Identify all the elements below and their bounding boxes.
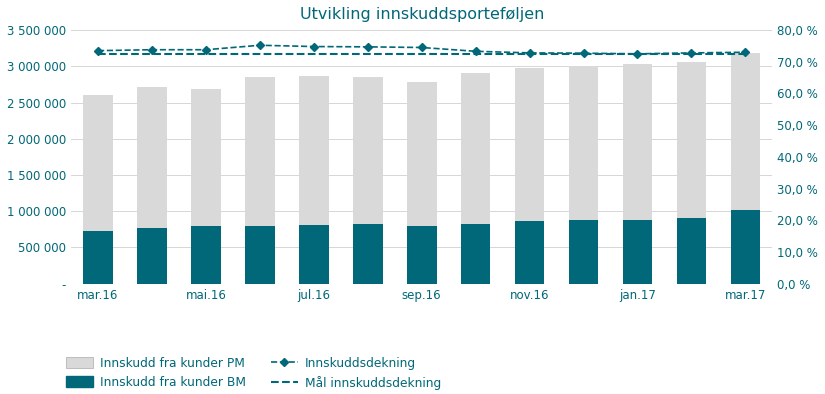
Innskuddsdekning (147, 47, 157, 52)
Title: Utvikling innskuddsporteføljen: Utvikling innskuddsporteføljen (299, 7, 544, 22)
Legend: Innskudd fra kunder PM, Innskudd fra kunder BM, Innskuddsdekning, Mål innskuddsd: Innskudd fra kunder PM, Innskudd fra kun… (66, 357, 441, 390)
Bar (299, 225, 328, 284)
Bar (83, 231, 113, 284)
Mål innskuddsdekning (147, 52, 157, 56)
Innskuddsdekning (578, 51, 588, 56)
Bar (461, 223, 491, 284)
Mål innskuddsdekning (363, 52, 373, 56)
Bar (245, 226, 275, 284)
Innskuddsdekning (525, 50, 535, 55)
Mål innskuddsdekning (633, 52, 643, 56)
Bar (137, 228, 167, 284)
Innskuddsdekning (201, 47, 211, 52)
Bar (730, 52, 760, 210)
Bar (676, 218, 706, 284)
Bar (730, 210, 760, 284)
Bar (407, 226, 436, 284)
Mål innskuddsdekning (686, 52, 696, 56)
Bar (676, 62, 706, 218)
Bar (191, 89, 221, 227)
Bar (515, 68, 544, 221)
Line: Innskuddsdekning: Innskuddsdekning (95, 42, 748, 57)
Bar (407, 82, 436, 226)
Innskuddsdekning (255, 43, 265, 48)
Mål innskuddsdekning (740, 52, 750, 56)
Innskuddsdekning (93, 48, 103, 53)
Bar (623, 64, 653, 220)
Bar (83, 95, 113, 231)
Innskuddsdekning (471, 49, 481, 54)
Bar (353, 77, 383, 224)
Bar (623, 220, 653, 284)
Bar (461, 73, 491, 223)
Bar (568, 65, 598, 220)
Bar (299, 76, 328, 225)
Mål innskuddsdekning (201, 52, 211, 56)
Innskuddsdekning (740, 50, 750, 55)
Innskuddsdekning (309, 44, 318, 49)
Innskuddsdekning (417, 45, 427, 50)
Innskuddsdekning (633, 52, 643, 56)
Bar (191, 227, 221, 284)
Bar (568, 220, 598, 284)
Mål innskuddsdekning (417, 52, 427, 56)
Mål innskuddsdekning (471, 52, 481, 56)
Mål innskuddsdekning (93, 52, 103, 56)
Mål innskuddsdekning (578, 52, 588, 56)
Bar (353, 224, 383, 284)
Mål innskuddsdekning (525, 52, 535, 56)
Bar (515, 221, 544, 284)
Bar (137, 87, 167, 228)
Bar (245, 77, 275, 226)
Innskuddsdekning (363, 45, 373, 49)
Mål innskuddsdekning (255, 52, 265, 56)
Innskuddsdekning (686, 50, 696, 55)
Mål innskuddsdekning (309, 52, 318, 56)
